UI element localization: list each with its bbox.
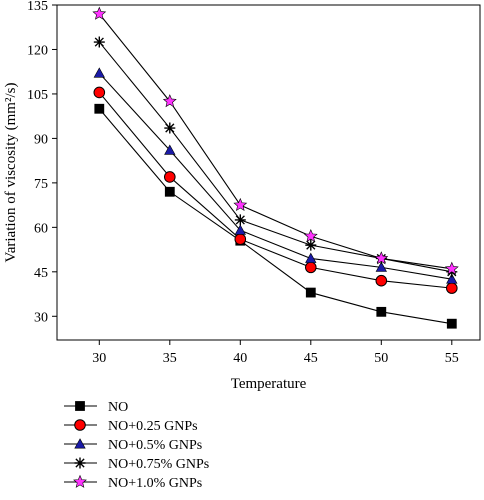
data-point [93, 67, 105, 78]
data-point [446, 318, 457, 329]
data-point [305, 261, 317, 274]
x-tick-label: 35 [163, 351, 177, 366]
chart-axes: 30 35 40 45 50 55 30 45 60 75 90 105 120 135 Temperatu… [3, 0, 481, 392]
series-lines [98, 13, 452, 325]
data-point [233, 197, 248, 212]
series-line-0 [98, 108, 452, 325]
legend-label: NO+0.5% GNPs [108, 438, 202, 453]
legend-marker [73, 474, 87, 488]
data-point [162, 94, 177, 108]
legend-marker [75, 401, 85, 411]
legend-label: NO [108, 400, 128, 415]
legend-item: NO+0.75% GNPs [64, 457, 209, 472]
x-tick-label: 45 [304, 351, 318, 366]
data-point [234, 233, 247, 246]
x-axis-title: Temperature [231, 376, 307, 392]
legend-marker [74, 438, 86, 449]
x-tick-label: 40 [233, 351, 247, 366]
data-point [94, 103, 105, 114]
legend-item: NO [64, 400, 128, 415]
data-point [234, 214, 246, 226]
data-point [93, 86, 106, 99]
series-line-4 [98, 13, 452, 270]
y-axis-title: Variation of viscosity (mm²/s) [3, 83, 19, 263]
legend: NO NO+0.25 GNPs NO+0.5% GNPs NO+0.75% GNPs N… [64, 400, 209, 491]
series-line-2 [98, 72, 452, 280]
series-markers [92, 6, 459, 329]
data-point [164, 186, 175, 197]
data-point [234, 224, 246, 235]
legend-marker [74, 457, 86, 469]
data-point [375, 274, 388, 287]
legend-label: NO+1.0% GNPs [108, 476, 202, 491]
plot-frame [56, 4, 481, 341]
data-point [164, 171, 176, 183]
legend-marker [74, 419, 86, 431]
data-point [303, 228, 318, 243]
data-point [446, 273, 458, 284]
y-tick-label: 120 [27, 43, 48, 58]
legend-label: NO+0.75% GNPs [108, 457, 209, 472]
series-line-3 [98, 41, 452, 273]
y-tick-label: 75 [34, 177, 48, 192]
legend-item: NO+0.25 GNPs [64, 419, 198, 434]
data-point [374, 251, 389, 265]
data-point [93, 36, 105, 48]
data-point [305, 239, 317, 251]
y-tick-label: 45 [34, 266, 48, 281]
data-point [164, 144, 176, 155]
data-point [444, 261, 459, 275]
data-point [305, 252, 317, 263]
data-point [375, 261, 387, 272]
legend-item: NO+0.5% GNPs [64, 438, 202, 453]
series-line-1 [98, 92, 452, 289]
data-point [376, 306, 387, 317]
legend-item: NO+1.0% GNPs [64, 474, 202, 491]
x-tick-label: 50 [374, 351, 388, 366]
legend-label: NO+0.25 GNPs [108, 419, 198, 434]
y-tick-label: 135 [27, 0, 48, 14]
x-tick-label: 55 [445, 351, 459, 366]
data-point [164, 122, 176, 134]
y-tick-label: 60 [34, 221, 48, 236]
y-tick-label: 90 [34, 132, 48, 147]
y-tick-label: 105 [27, 88, 48, 103]
data-point [305, 287, 316, 298]
x-tick-label: 30 [92, 351, 106, 366]
data-point [92, 6, 107, 20]
y-tick-label: 30 [34, 310, 48, 325]
data-point [446, 282, 458, 294]
